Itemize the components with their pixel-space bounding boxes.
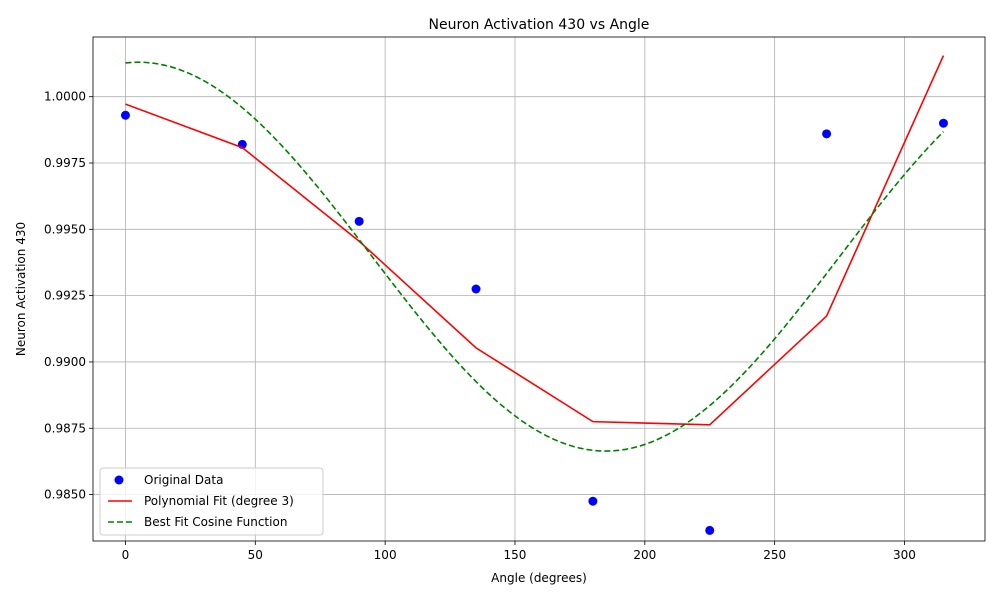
x-axis-label: Angle (degrees) [491,571,587,585]
cosine-fit-line [125,61,945,452]
y-tick-label: 0.9950 [44,222,86,236]
polynomial-fit-line [125,55,945,426]
x-tick-label: 50 [248,548,263,562]
data-point [471,284,481,294]
x-tick-label: 100 [374,548,397,562]
axes-frame [92,36,986,542]
data-point [354,216,364,226]
y-tick-label: 0.9975 [44,156,86,170]
legend-marker-scatter [114,475,124,485]
data-point [822,129,832,139]
data-point [938,118,948,128]
data-point [705,525,715,535]
x-tick-label: 200 [633,548,656,562]
y-tick-label: 1.0000 [44,90,86,104]
legend-label: Best Fit Cosine Function [144,515,287,529]
axes: 0 50 100 150 200 250 300 0.9850 0.9875 0.9900 0.99… [44,36,986,562]
y-tick-label: 0.9850 [44,488,86,502]
y-axis-label: Neuron Activation 430 [14,222,28,356]
legend-label: Polynomial Fit (degree 3) [144,494,294,508]
series-layer [120,55,948,535]
y-tick-label: 0.9925 [44,289,86,303]
x-tick-label: 250 [763,548,786,562]
legend-box [99,467,324,536]
data-point [120,110,130,120]
x-tick-label: 0 [122,548,130,562]
y-tick-label: 0.9900 [44,355,86,369]
data-point [588,496,598,506]
legend: Original Data Polynomial Fit (degree 3) Be… [99,467,324,536]
chart-title: Neuron Activation 430 vs Angle [429,17,650,33]
y-tick-label: 0.9875 [44,421,86,435]
legend-label: Original Data [144,473,223,487]
x-tick-label: 150 [504,548,527,562]
x-tick-label: 300 [893,548,916,562]
